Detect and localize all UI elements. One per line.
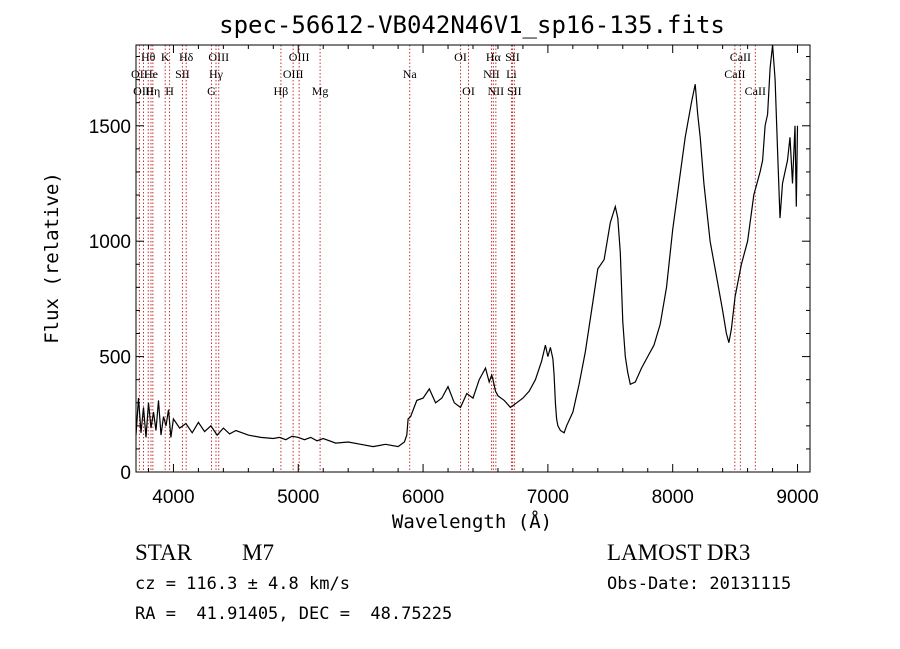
- line-label-3: He: [144, 67, 158, 81]
- chart-title: spec-56612-VB042N46V1_sp16-135.fits: [219, 11, 725, 39]
- line-label-4: Hη: [145, 84, 160, 98]
- obs-date: Obs-Date: 20131115: [607, 574, 792, 594]
- line-label-10: Hγ: [209, 67, 224, 81]
- y-tick-label-3: 1500: [89, 117, 131, 138]
- spectrum-line: [135, 44, 799, 448]
- line-label-16: Na: [403, 67, 418, 81]
- line-label-19: NII: [483, 67, 500, 81]
- y-axis-label: Flux (relative): [41, 172, 63, 344]
- y-tick-label-2: 1000: [89, 232, 131, 253]
- x-tick-label-0: 4000: [152, 487, 194, 508]
- line-label-1: OIII: [133, 84, 154, 98]
- line-label-12: Hβ: [274, 84, 289, 98]
- survey-name: LAMOST DR3: [607, 540, 751, 565]
- line-label-13: OIII: [283, 67, 304, 81]
- x-tick-label-3: 7000: [527, 487, 569, 508]
- x-axis-label: Wavelength (Å): [392, 510, 552, 533]
- line-label-14: OIII: [289, 50, 310, 64]
- line-markers: [138, 45, 756, 472]
- x-tick-label-5: 9000: [776, 487, 818, 508]
- x-tick-label-2: 6000: [402, 487, 444, 508]
- plot-frame: [135, 44, 811, 473]
- line-label-11: OIII: [208, 50, 229, 64]
- line-label-27: CaII: [745, 84, 766, 98]
- line-label-23: SII: [505, 50, 520, 64]
- line-label-24: SII: [507, 84, 522, 98]
- line-label-5: K: [161, 50, 170, 64]
- object-subclass: M7: [242, 540, 274, 565]
- x-tick-label-4: 8000: [652, 487, 694, 508]
- line-label-21: NII: [488, 84, 505, 98]
- line-label-6: H: [165, 84, 174, 98]
- object-class: STAR: [135, 540, 192, 565]
- coordinates: RA = 41.91405, DEC = 48.75225: [135, 604, 453, 624]
- y-tick-label-1: 500: [99, 348, 131, 369]
- line-label-0: OII: [131, 67, 148, 81]
- line-labels: OIIOIIIHθHeHηKHSIIHδGHγOIIIHβOIIIOIIIMgN…: [131, 50, 766, 98]
- line-label-25: CaII: [724, 67, 745, 81]
- y-tick-label-0: 0: [120, 463, 131, 484]
- line-label-15: Mg: [312, 84, 329, 98]
- line-label-17: OI: [454, 50, 467, 64]
- x-axis: 4000 5000 6000 7000 8000 9000: [147, 45, 819, 508]
- line-label-7: SII: [175, 67, 190, 81]
- line-label-22: Li: [506, 67, 517, 81]
- line-label-18: OI: [462, 84, 475, 98]
- line-label-2: Hθ: [141, 50, 156, 64]
- redshift-cz: cz = 116.3 ± 4.8 km/s: [135, 574, 350, 594]
- line-label-20: Hα: [486, 50, 502, 64]
- line-label-26: CaII: [730, 50, 751, 64]
- line-label-9: G: [207, 84, 216, 98]
- line-label-8: Hδ: [179, 50, 194, 64]
- x-tick-label-1: 5000: [277, 487, 319, 508]
- y-axis: 0 500 1000 1500: [89, 56, 810, 484]
